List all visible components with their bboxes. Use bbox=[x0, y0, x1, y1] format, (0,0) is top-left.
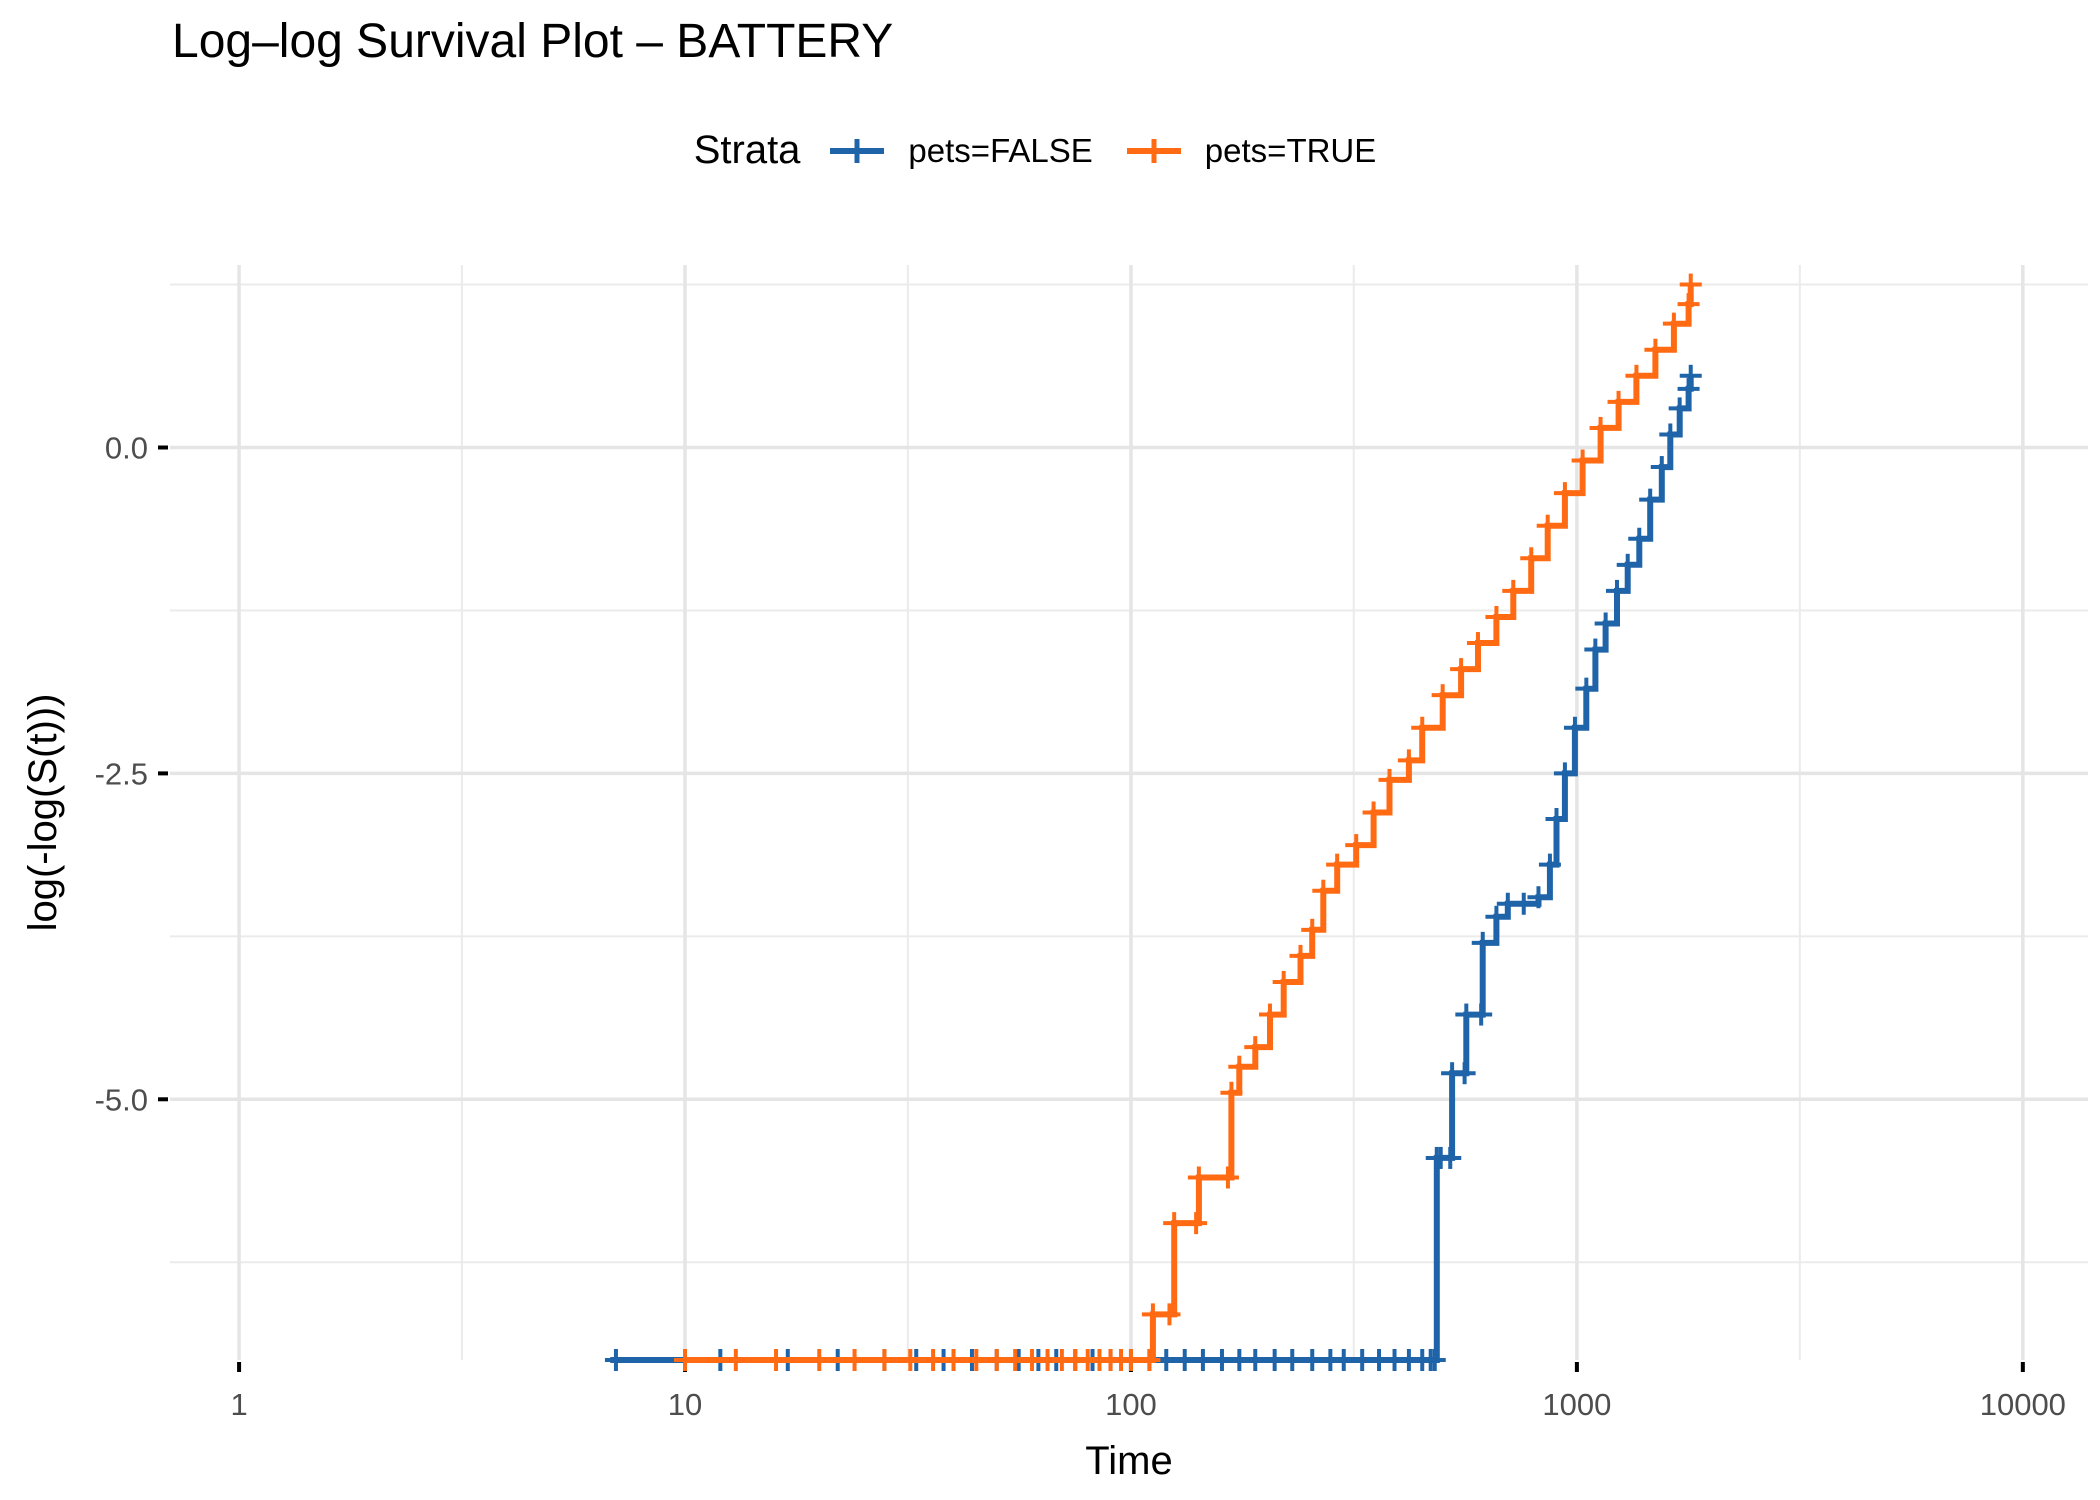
x-tick-label: 1 bbox=[230, 1387, 247, 1422]
censor-marks-1 bbox=[674, 273, 1702, 1371]
minor-gridlines bbox=[170, 265, 2088, 1360]
legend-label-pets-false: pets=FALSE bbox=[908, 131, 1093, 169]
x-tick-label: 10 bbox=[668, 1387, 702, 1422]
chart-title: Log–log Survival Plot – BATTERY bbox=[172, 15, 894, 68]
legend-title: Strata bbox=[693, 128, 801, 172]
y-tick-label: -5.0 bbox=[95, 1082, 148, 1117]
legend: Strata pets=FALSE pets=TRUE bbox=[0, 128, 2100, 173]
x-tick-label: 100 bbox=[1105, 1387, 1157, 1422]
y-axis-title: log(-log(S(t))) bbox=[21, 694, 65, 932]
y-tick-label: -2.5 bbox=[95, 756, 148, 791]
legend-item-pets-false: pets=FALSE bbox=[826, 131, 1093, 171]
censor-marks-0 bbox=[604, 364, 1702, 1371]
x-tick-label: 10000 bbox=[1980, 1387, 2066, 1422]
x-axis-title: Time bbox=[1085, 1439, 1172, 1483]
legend-key-pets-true bbox=[1126, 138, 1181, 163]
series-layer bbox=[604, 273, 1702, 1371]
y-tick-label: 0.0 bbox=[105, 431, 148, 466]
legend-key-pets-false bbox=[830, 138, 885, 163]
series-line-0 bbox=[610, 375, 1694, 1363]
x-tick-label: 1000 bbox=[1542, 1387, 1611, 1422]
axis-ticks: 0.0 -2.5 -5.0 1 10 100 1000 10000 bbox=[95, 431, 2066, 1423]
major-gridlines bbox=[170, 265, 2088, 1360]
legend-label-pets-true: pets=TRUE bbox=[1204, 131, 1377, 169]
legend-item-pets-true: pets=TRUE bbox=[1123, 131, 1376, 171]
